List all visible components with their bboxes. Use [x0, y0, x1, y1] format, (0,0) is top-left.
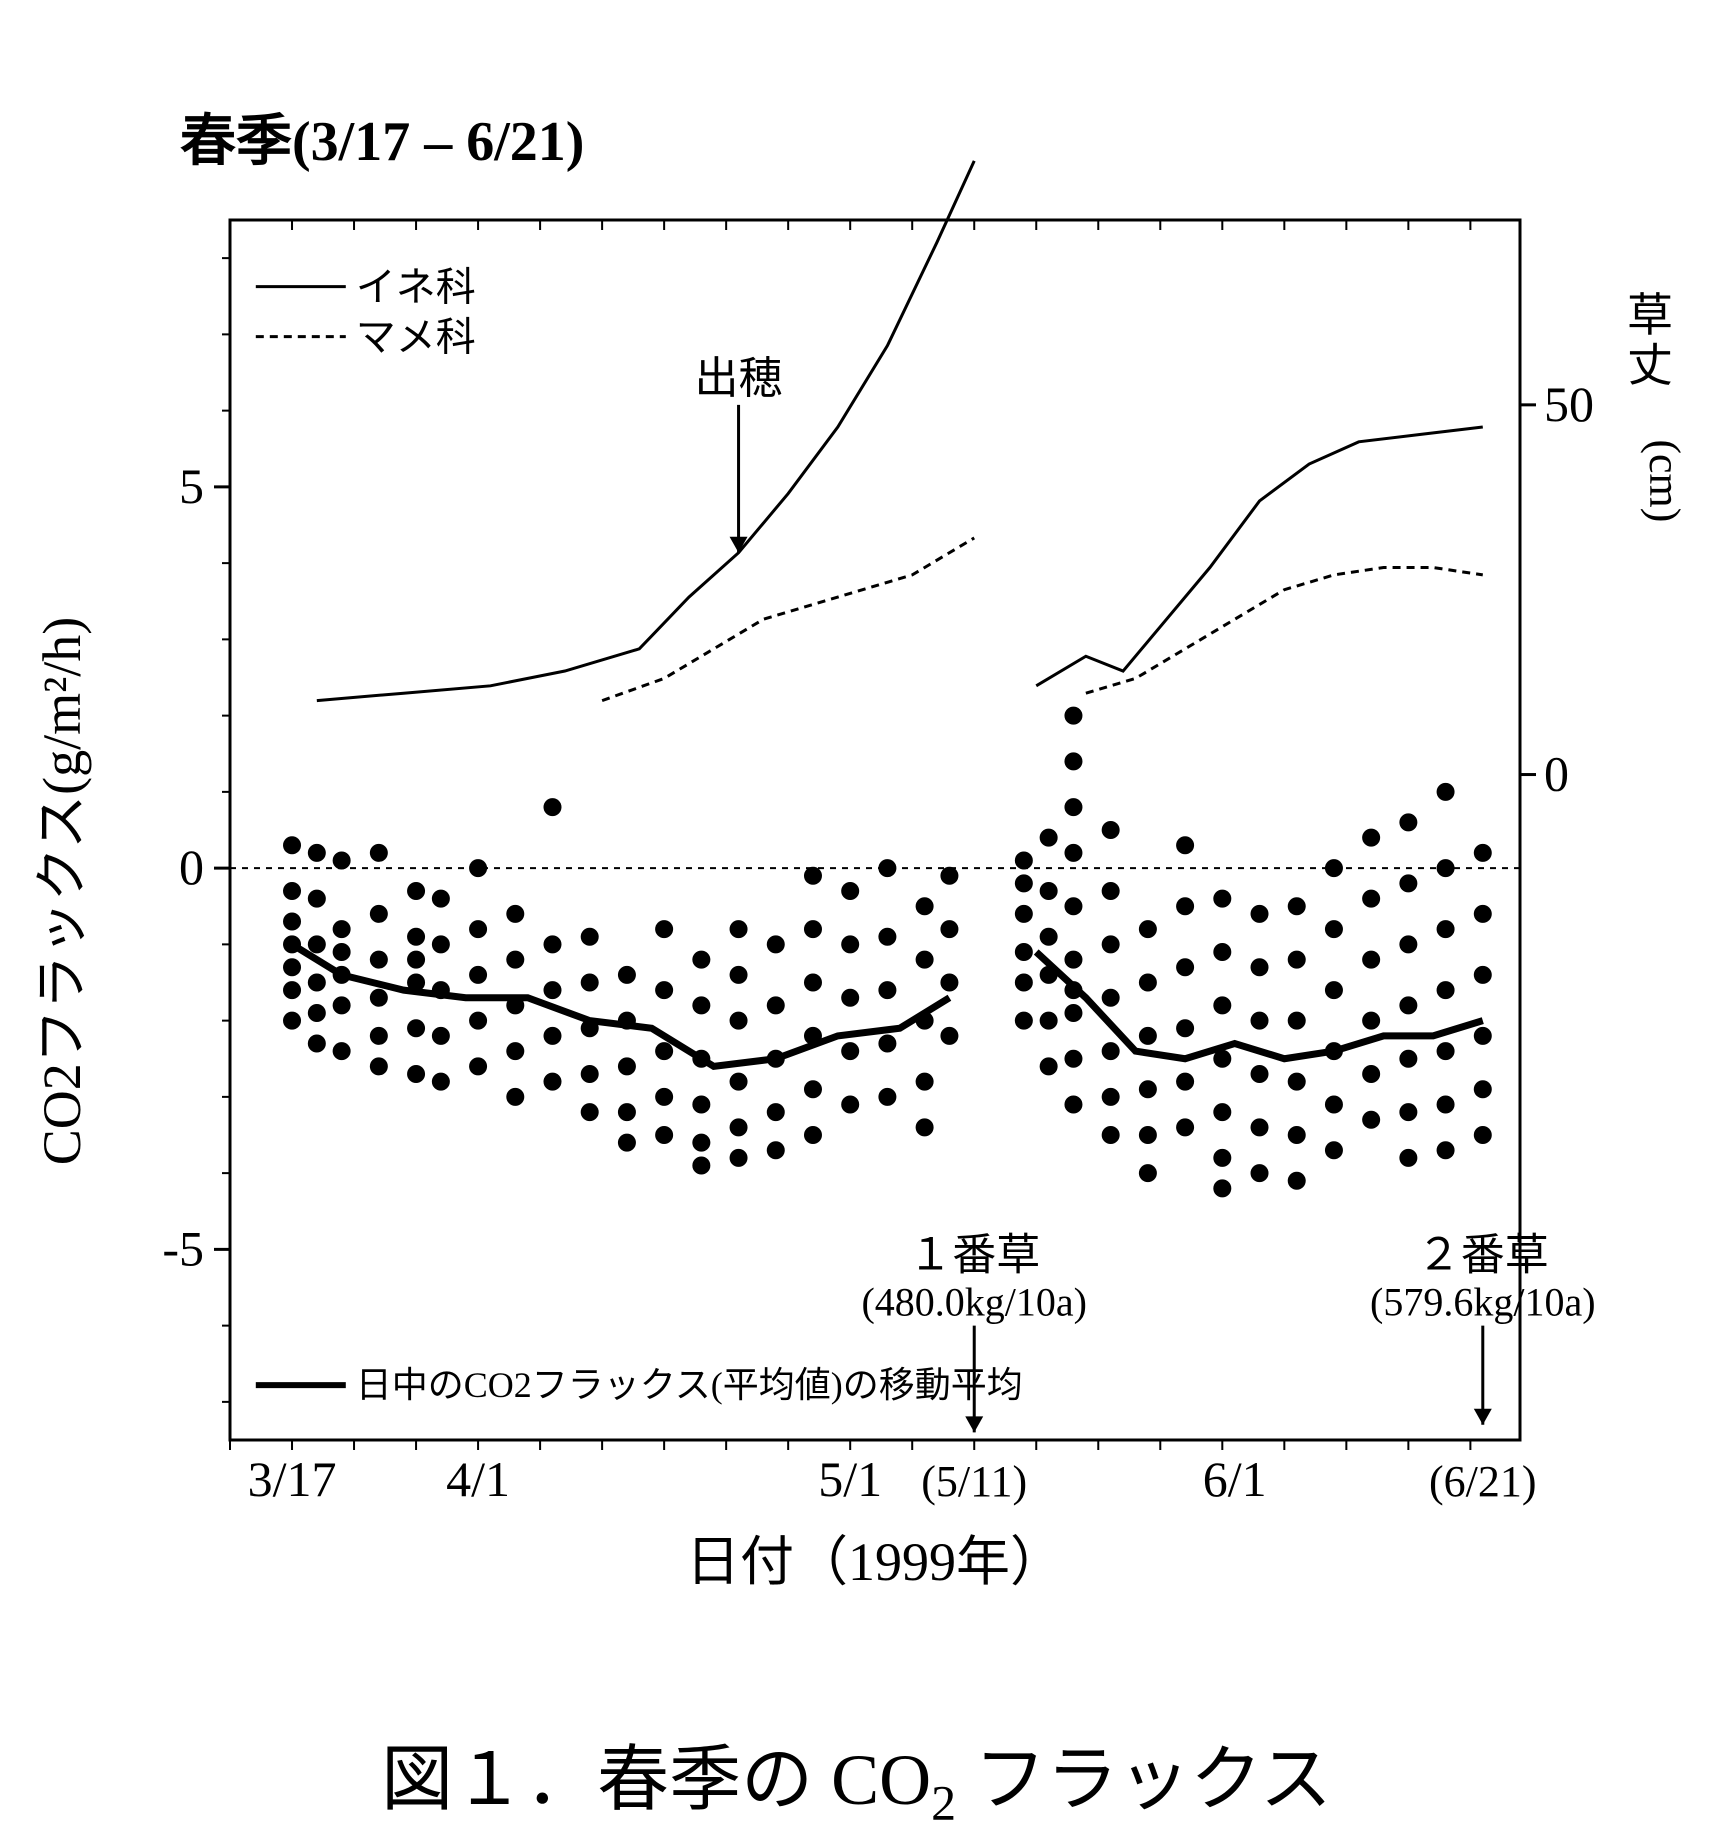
- svg-text:イネ科: イネ科: [356, 265, 476, 310]
- svg-text:マメ科: マメ科: [356, 315, 476, 360]
- svg-text:CO2フラックス(g/m²/h): CO2フラックス(g/m²/h): [32, 617, 92, 1166]
- svg-text:(5/11): (5/11): [921, 1457, 1027, 1506]
- caption-prefix: 図１．春季の CO: [381, 1740, 931, 1820]
- svg-text:(480.0kg/10a): (480.0kg/10a): [861, 1280, 1087, 1325]
- svg-text:50: 50: [1544, 376, 1594, 432]
- svg-text:日付（1999年）: 日付（1999年）: [686, 1532, 1064, 1592]
- svg-text:0: 0: [1544, 746, 1569, 802]
- svg-text:草: 草: [1627, 290, 1673, 341]
- svg-text:4/1: 4/1: [446, 1451, 510, 1507]
- svg-text:6/1: 6/1: [1203, 1451, 1267, 1507]
- svg-text:-5: -5: [162, 1220, 204, 1276]
- caption-sub: 2: [931, 1774, 956, 1830]
- caption-suffix: フラックス: [956, 1740, 1332, 1820]
- svg-text:5: 5: [179, 458, 204, 514]
- svg-text:(cm): (cm): [1640, 439, 1689, 522]
- svg-text:１番草: １番草: [908, 1231, 1040, 1280]
- svg-text:春季(3/17 – 6/21): 春季(3/17 – 6/21): [180, 111, 584, 173]
- svg-text:(6/21): (6/21): [1429, 1457, 1537, 1506]
- svg-text:0: 0: [179, 839, 204, 895]
- co2-flux-chart: 春季(3/17 – 6/21) -5 0 5 CO2フラックス(g/m²/h) 0 50 草丈…: [0, 0, 1713, 1700]
- figure-caption: 図１．春季の CO2 フラックス: [0, 1720, 1713, 1831]
- svg-text:日中のCO2フラックス(平均値)の移動平均: 日中のCO2フラックス(平均値)の移動平均: [356, 1365, 1023, 1405]
- figure-container: 春季(3/17 – 6/21) -5 0 5 CO2フラックス(g/m²/h) 0 50 草丈…: [0, 0, 1713, 1846]
- svg-text:(579.6kg/10a): (579.6kg/10a): [1370, 1280, 1596, 1325]
- svg-text:２番草: ２番草: [1417, 1231, 1549, 1280]
- svg-text:5/1: 5/1: [818, 1451, 882, 1507]
- svg-text:丈: 丈: [1627, 340, 1673, 391]
- svg-text:3/17: 3/17: [248, 1451, 337, 1507]
- svg-text:出穂: 出穂: [695, 354, 783, 403]
